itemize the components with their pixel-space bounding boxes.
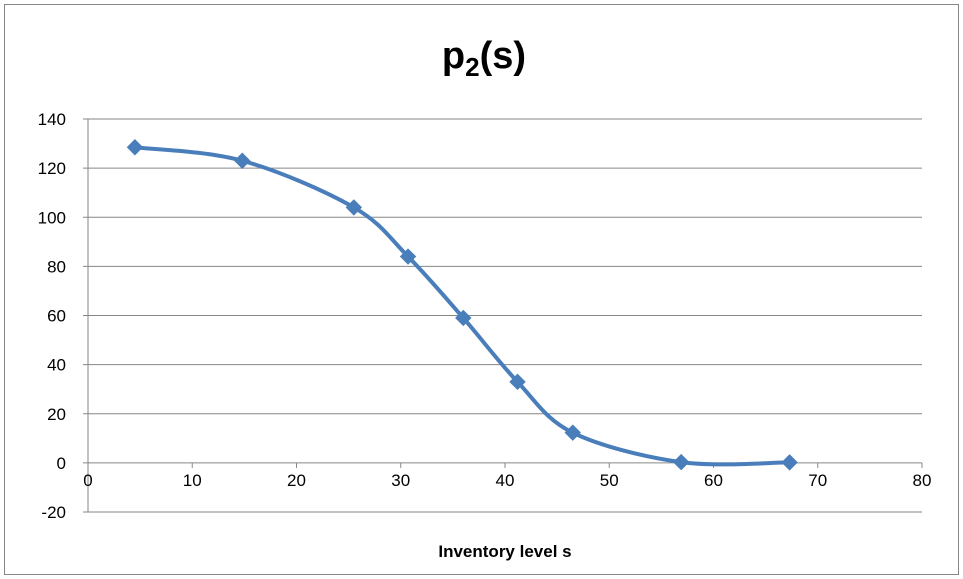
x-tick-label: 40 (496, 471, 515, 490)
y-tick-label: 80 (47, 257, 66, 276)
y-tick-label: 120 (38, 159, 66, 178)
data-point-marker (781, 454, 798, 471)
data-point-marker (455, 309, 472, 327)
series-line (132, 145, 792, 467)
data-point-marker (234, 152, 251, 169)
x-tick-label: 60 (704, 471, 723, 490)
x-tick-label: 30 (391, 471, 410, 490)
tick-labels: -20 0 20 40 60 80 100 120 140 0 10 20 30 40 50 60 70 80 (38, 110, 932, 522)
data-point-marker (672, 453, 690, 471)
y-tick-label: 0 (57, 454, 66, 473)
gridlines (88, 118, 922, 513)
x-tick-label: 50 (600, 471, 619, 490)
x-tick-label: 70 (808, 471, 827, 490)
y-tick-label: 60 (47, 307, 66, 326)
data-point-marker (564, 424, 581, 441)
chart-title-subscript: 2 (465, 52, 479, 82)
chart-title-main: p (442, 35, 465, 77)
series-layer (126, 139, 798, 471)
chart-title: p2(s) (442, 35, 526, 82)
x-axis-title: Inventory level s (438, 542, 571, 561)
data-point-marker (399, 248, 417, 265)
y-tick-label: -20 (41, 503, 66, 522)
x-tick-label: 20 (287, 471, 306, 490)
data-point-marker (126, 139, 144, 156)
y-tick-label: 40 (47, 356, 66, 375)
y-tick-label: 140 (38, 110, 66, 129)
x-tick-label: 0 (83, 471, 92, 490)
data-point-marker (509, 373, 526, 391)
chart-title-suffix: (s) (480, 35, 526, 77)
data-point-marker (345, 199, 363, 216)
x-tick-label: 10 (183, 471, 202, 490)
y-tick-label: 20 (47, 405, 66, 424)
chart-frame (4, 4, 959, 575)
y-tick-label: 100 (38, 208, 66, 227)
x-tick-label: 80 (913, 471, 932, 490)
